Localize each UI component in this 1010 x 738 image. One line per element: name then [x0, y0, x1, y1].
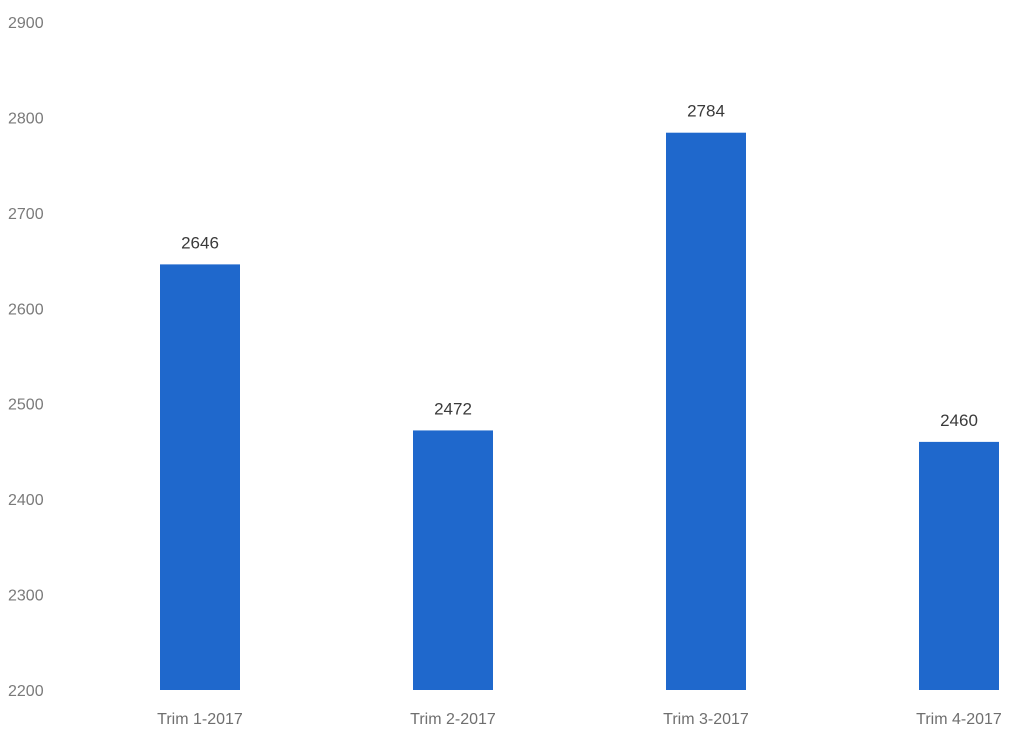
data-label: 2784: [687, 102, 725, 121]
x-tick-label: Trim 2-2017: [410, 711, 496, 728]
y-tick-label: 2600: [8, 301, 44, 318]
data-label: 2646: [181, 233, 219, 252]
x-tick-label: Trim 1-2017: [157, 711, 243, 728]
y-tick-label: 2700: [8, 206, 44, 223]
y-tick-label: 2800: [8, 110, 44, 127]
data-label: 2460: [940, 411, 978, 430]
y-tick-label: 2500: [8, 397, 44, 414]
bar: [919, 441, 999, 690]
y-tick-label: 2200: [8, 683, 44, 700]
y-tick-label: 2300: [8, 588, 44, 605]
bar: [666, 132, 746, 690]
y-axis: 2200 2300 2400 2500 2600 2700 2800 2900: [8, 15, 44, 700]
x-tick-label: Trim 4-2017: [916, 711, 1002, 728]
x-tick-label: Trim 3-2017: [663, 711, 749, 728]
bar: [413, 430, 493, 690]
bar: [160, 264, 240, 690]
y-tick-label: 2900: [8, 15, 44, 32]
y-tick-label: 2400: [8, 492, 44, 509]
bars-group: [160, 132, 999, 690]
x-axis: Trim 1-2017 Trim 2-2017 Trim 3-2017 Trim 4-…: [157, 711, 1002, 728]
data-label: 2472: [434, 399, 472, 418]
data-labels-group: 2646 2472 2784 2460: [181, 102, 978, 430]
